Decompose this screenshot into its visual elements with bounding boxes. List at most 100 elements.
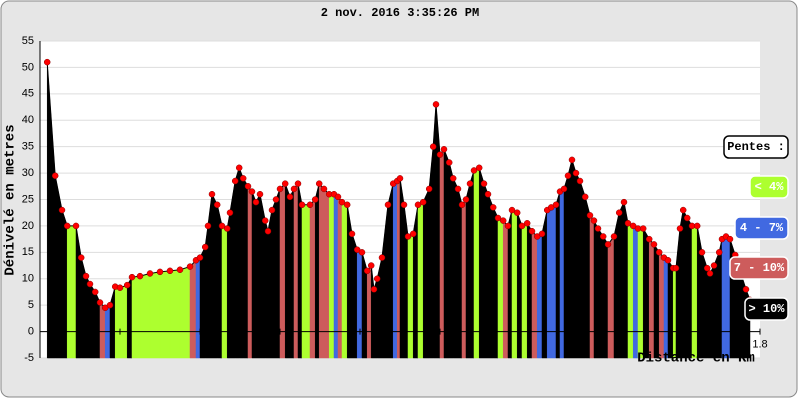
point [384, 201, 392, 209]
legend-label: < 4% [755, 180, 785, 194]
slope-segment [309, 198, 316, 359]
point [196, 254, 204, 261]
point [664, 257, 672, 264]
chart-title: 2 nov. 2016 3:35:26 PM [321, 6, 479, 20]
slope-segment [323, 188, 330, 359]
point [43, 58, 51, 66]
slope-segment [85, 275, 91, 359]
point [440, 146, 448, 153]
slope-segment [195, 257, 201, 359]
slope-segment [492, 207, 499, 359]
point [458, 201, 466, 209]
slope-segment [575, 172, 581, 359]
slope-segment [546, 206, 552, 359]
slope-segment [337, 196, 343, 359]
slope-segment [567, 159, 573, 359]
point [204, 222, 212, 230]
point [378, 254, 386, 261]
point [77, 254, 85, 261]
y-tick-label: 15 [22, 246, 34, 258]
point [715, 249, 723, 256]
slope-segment [341, 201, 348, 359]
y-tick-label: 45 [22, 88, 34, 100]
slope-segment [89, 283, 96, 359]
point [72, 222, 80, 230]
slope-segment [507, 210, 513, 359]
slope-segment [333, 193, 339, 359]
point [528, 227, 536, 235]
point [425, 185, 433, 193]
legend-swatch [749, 175, 789, 199]
legend-swatch [734, 216, 789, 240]
point [445, 159, 453, 166]
slope-segment [637, 228, 644, 359]
slope-segment [584, 196, 591, 359]
slope-segment [648, 238, 655, 359]
point [470, 167, 478, 174]
point [610, 233, 618, 240]
slope-segment [607, 235, 615, 359]
point [703, 264, 711, 272]
point [513, 209, 521, 216]
slope-segment [667, 259, 674, 359]
slope-segment [502, 219, 509, 359]
point [564, 172, 572, 179]
point [742, 286, 750, 293]
point [256, 190, 264, 198]
point [86, 280, 94, 288]
point [226, 209, 234, 216]
y-tick-label: 20 [22, 220, 34, 232]
x-tick-label: 1.8 [752, 338, 767, 350]
slope-segment [301, 204, 311, 359]
point [106, 301, 114, 309]
legend-swatch [744, 297, 789, 321]
point [404, 233, 412, 240]
point [136, 272, 144, 280]
point [348, 230, 356, 238]
point [248, 188, 256, 195]
y-tick-label: 10 [22, 273, 34, 285]
slope-segment [255, 194, 261, 359]
point [489, 204, 497, 211]
slope-segment [242, 177, 249, 359]
slope-segment [189, 259, 197, 359]
legend-label: 7 - 10% [734, 261, 785, 275]
slope-segment [686, 217, 693, 359]
slope-segment [618, 202, 625, 359]
slope-segment [114, 286, 121, 359]
point [218, 222, 226, 230]
slope-segment [653, 243, 660, 359]
point [599, 233, 607, 240]
point [590, 217, 598, 224]
slope-segment [550, 204, 557, 359]
slope-segment [593, 220, 599, 359]
point [298, 201, 306, 209]
slope-segment [422, 188, 430, 359]
point [338, 198, 346, 206]
point [311, 196, 319, 203]
y-tick-label: 5 [28, 299, 34, 311]
point [462, 196, 470, 203]
slope-segment [275, 188, 281, 359]
point [264, 227, 272, 235]
slope-segment [457, 188, 463, 359]
point [572, 169, 580, 177]
point [508, 206, 516, 214]
slope-segment [159, 270, 171, 359]
slope-segment [516, 212, 523, 359]
slope-segment [199, 246, 206, 359]
point [676, 225, 684, 232]
y-tick-label: 25 [22, 193, 34, 205]
slope-segment [131, 275, 141, 359]
slope-segment [169, 269, 181, 359]
point [116, 284, 124, 291]
slope-segment [439, 148, 445, 359]
slope-segment [328, 193, 335, 359]
point [639, 225, 647, 232]
slope-segment [469, 170, 475, 359]
slope-segment [627, 222, 634, 359]
slope-segment [473, 167, 480, 359]
slope-segment [443, 149, 450, 359]
slope-segment [642, 227, 650, 359]
point [306, 201, 314, 209]
